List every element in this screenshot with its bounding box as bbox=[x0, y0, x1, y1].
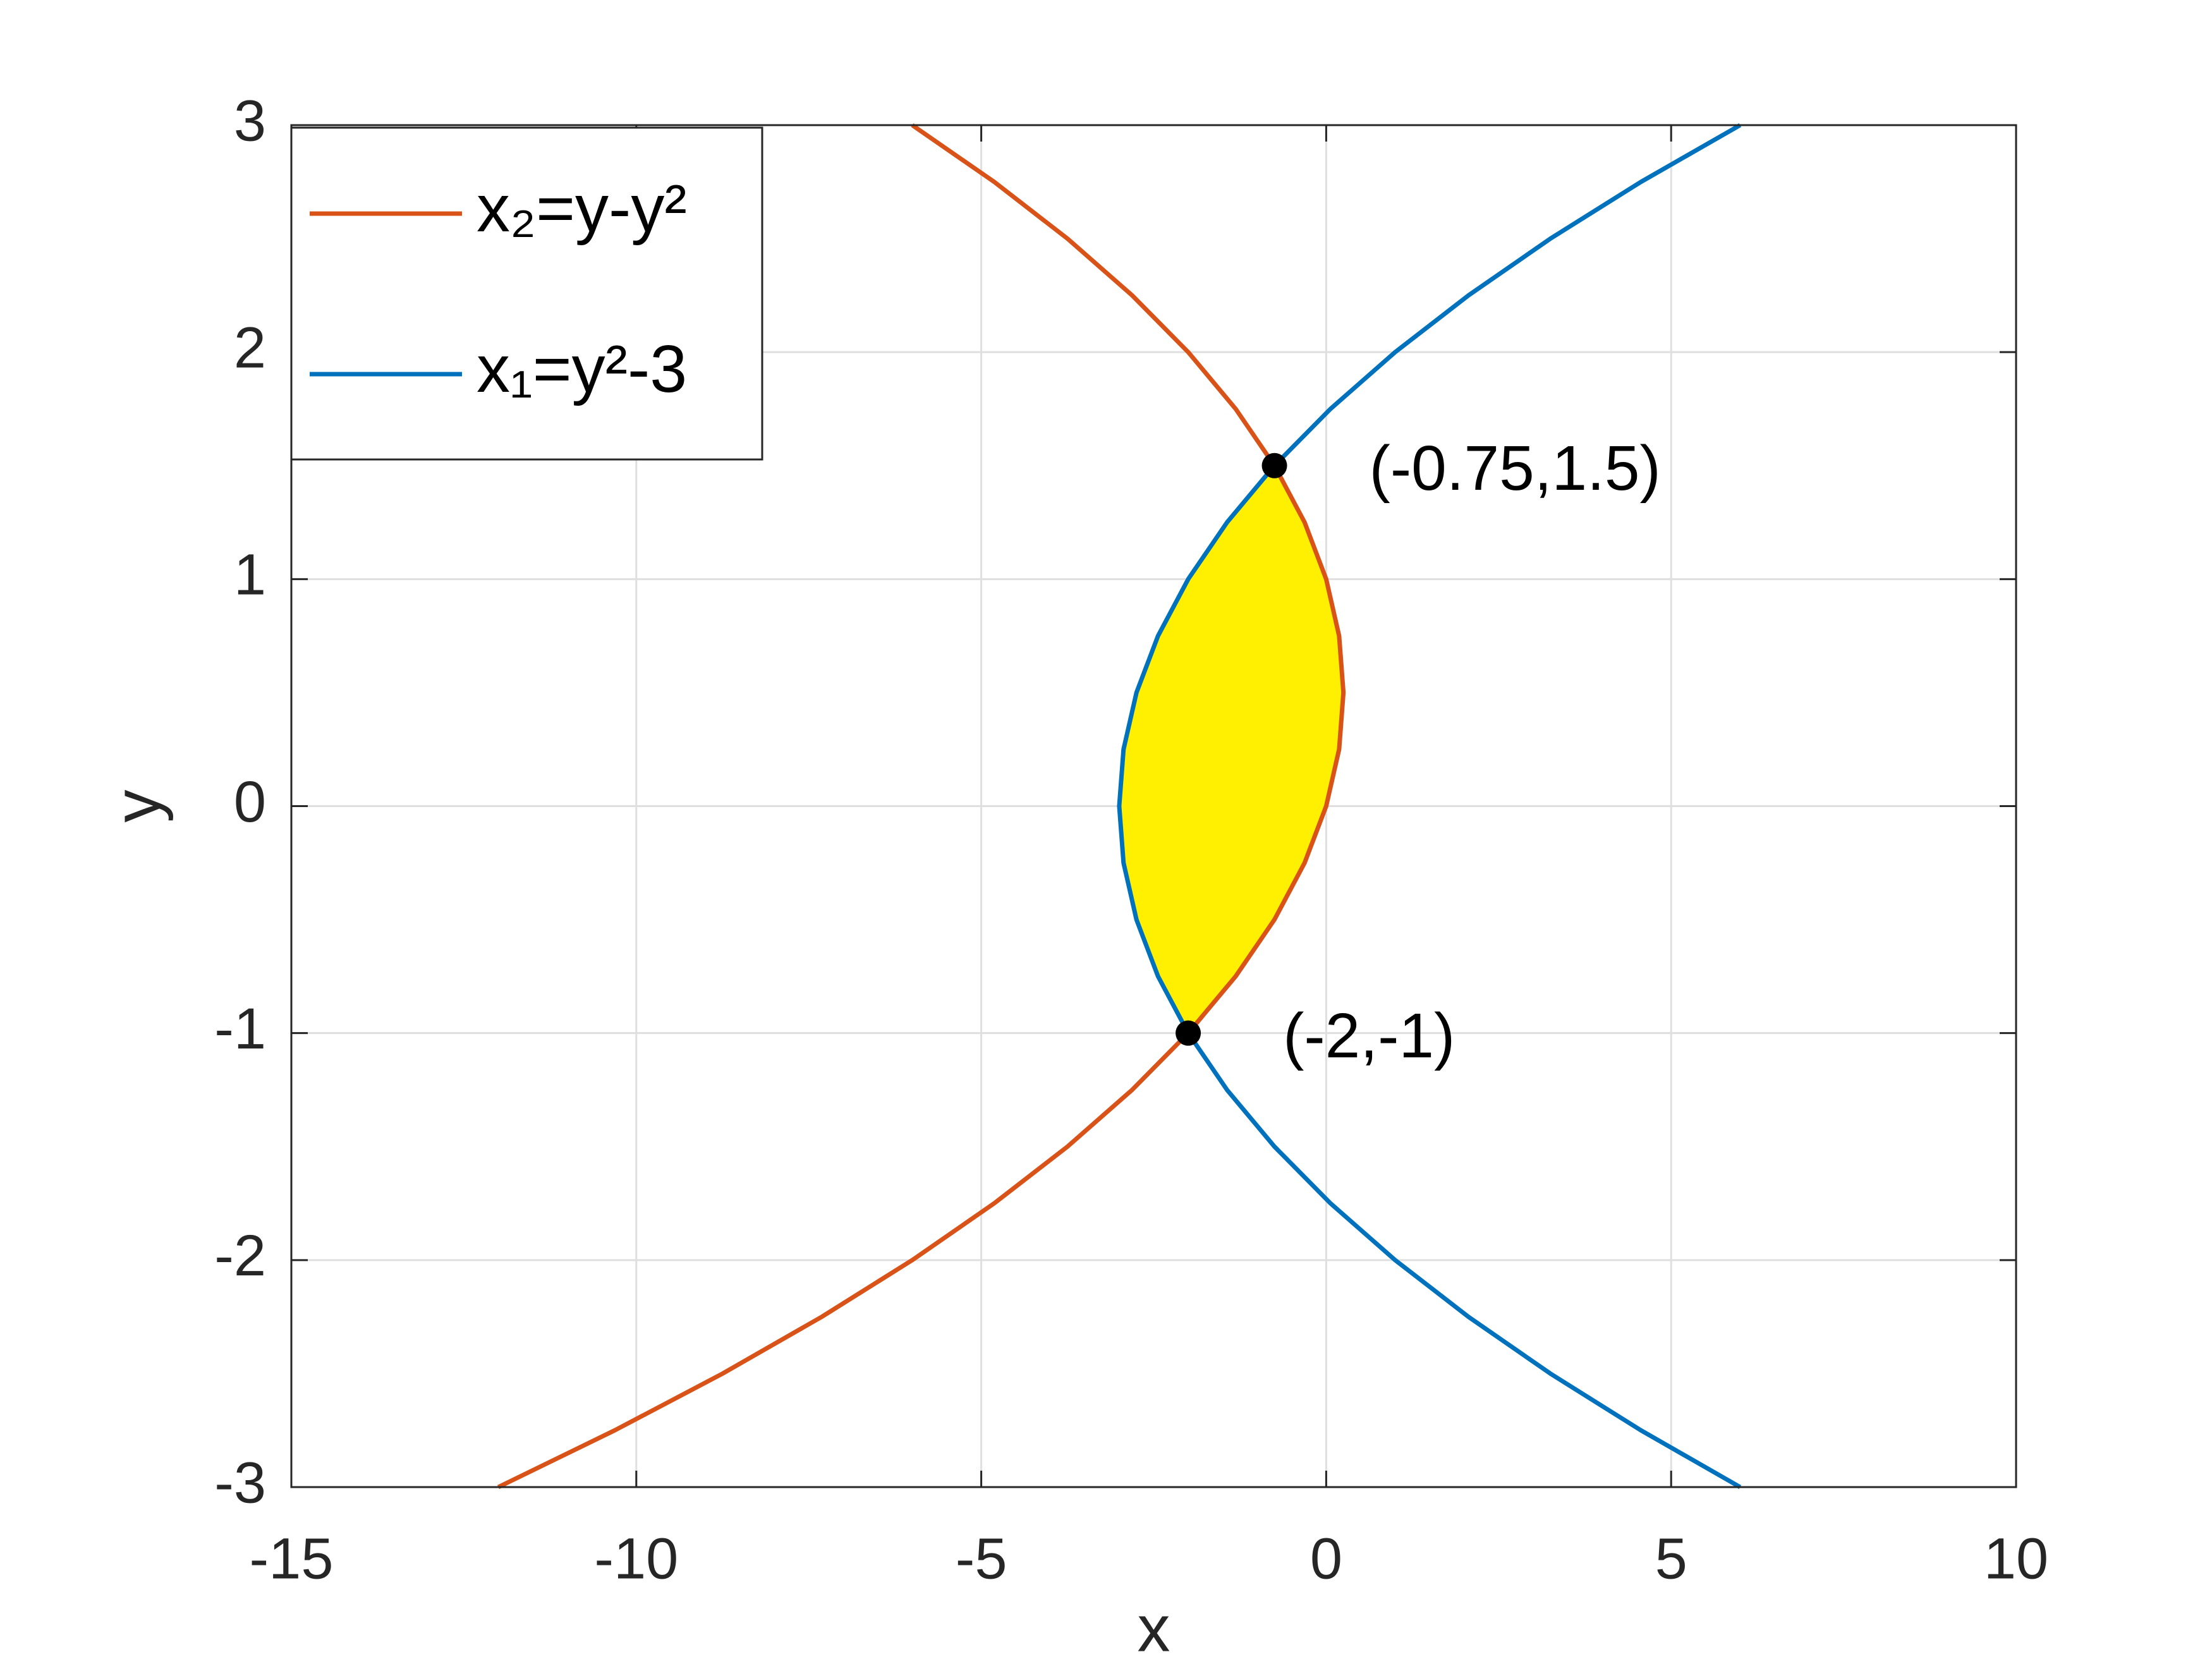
intersection-point bbox=[1261, 453, 1287, 478]
curve bbox=[1117, 123, 1742, 1490]
x-axis-label: x bbox=[1138, 1592, 1170, 1659]
x-tick-label: 0 bbox=[1310, 1526, 1342, 1591]
x-tick-label: -10 bbox=[594, 1526, 678, 1591]
x-tick-label: 5 bbox=[1655, 1526, 1687, 1591]
y-tick-label: 2 bbox=[234, 315, 266, 380]
y-tick-label: -1 bbox=[214, 997, 266, 1061]
legend-label: x₂=y-y² bbox=[477, 171, 687, 246]
legend-label: x₁=y²-3 bbox=[477, 332, 687, 406]
axes-box bbox=[290, 124, 2017, 1488]
y-tick-label: 3 bbox=[234, 88, 266, 153]
point-annotation: (-2,-1) bbox=[1283, 1000, 1455, 1071]
x-tick-label: -5 bbox=[956, 1526, 1007, 1591]
y-tick-label: 1 bbox=[234, 543, 266, 607]
y-tick-label: 0 bbox=[234, 770, 266, 834]
x-tick-label: -15 bbox=[250, 1526, 334, 1591]
y-tick-label: -3 bbox=[214, 1450, 266, 1515]
legend: x₂=y-y² x₁=y²-3 bbox=[290, 126, 763, 461]
curve bbox=[497, 123, 1346, 1490]
legend-box bbox=[290, 126, 763, 461]
y-tick-label: -2 bbox=[214, 1224, 266, 1288]
intersection-point bbox=[1176, 1020, 1201, 1046]
x-tick-label: 10 bbox=[1984, 1526, 2048, 1591]
point-annotation: (-0.75,1.5) bbox=[1370, 433, 1661, 504]
y-axis-label: y bbox=[100, 790, 174, 823]
